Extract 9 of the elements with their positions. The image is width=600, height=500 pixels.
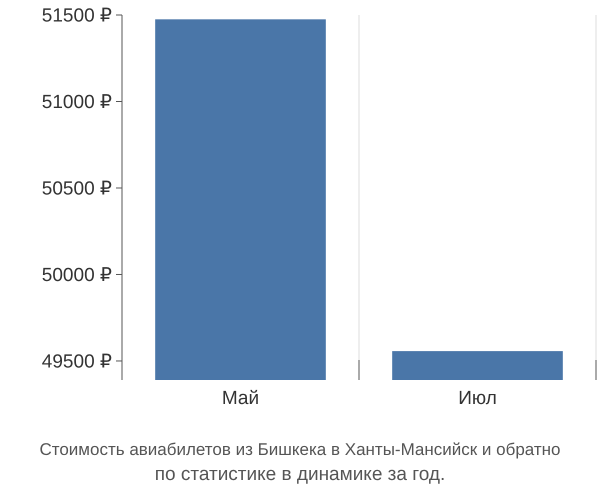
text: по статистике в динамике за год.	[154, 464, 446, 485]
y-tick-label: 50000 ₽	[42, 265, 112, 286]
y-tick-label: 51000 ₽	[42, 92, 112, 114]
text: Стоимость авиабилетов из Бишкека в Ханты-Мансийск и обратно	[39, 440, 561, 459]
y-tick-label: 51500 ₽	[42, 6, 112, 27]
y-tick-label: 50500 ₽	[42, 178, 112, 200]
x-tick-label: Июл	[458, 388, 497, 409]
x-tick-label: Май	[222, 388, 260, 409]
y-tick-label: 49500 ₽	[42, 352, 112, 373]
